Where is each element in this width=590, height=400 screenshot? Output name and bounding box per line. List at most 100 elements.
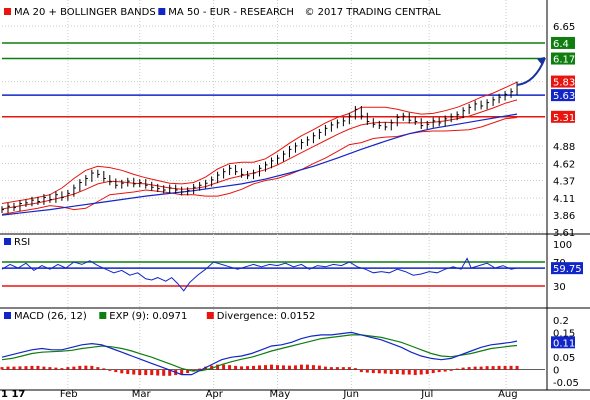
divergence-bar xyxy=(198,368,202,370)
divergence-bar xyxy=(455,368,459,370)
divergence-bar xyxy=(132,369,136,375)
divergence-bar xyxy=(329,367,333,370)
level-label: 5.31 xyxy=(553,113,575,124)
price-tick-label: 4.62 xyxy=(553,160,575,171)
macd-line xyxy=(1,331,518,376)
divergence-bar xyxy=(150,369,154,376)
divergence-bar xyxy=(168,369,172,376)
divergence-bar xyxy=(240,366,244,370)
legend-label: MA 50 - EUR - RESEARCH xyxy=(168,7,294,18)
legend-swatch xyxy=(4,312,11,319)
divergence-bar xyxy=(419,369,423,375)
ma50-line xyxy=(1,113,518,216)
divergence-bar xyxy=(108,369,112,371)
legend-swatch xyxy=(4,8,11,15)
price-tick-label: 3.86 xyxy=(553,211,575,222)
divergence-bar xyxy=(299,364,303,370)
level-label-bg xyxy=(551,36,575,49)
divergence-bar xyxy=(66,367,70,370)
divergence-bar xyxy=(48,367,52,370)
divergence-bar xyxy=(509,365,513,370)
divergence-bar xyxy=(437,369,441,373)
legend-label: MA 20 + BOLLINGER BANDS xyxy=(14,7,156,18)
divergence-bar xyxy=(72,366,76,370)
price-tick-label: 4.88 xyxy=(553,142,575,153)
divergence-bar xyxy=(365,369,369,373)
divergence-bar xyxy=(6,366,10,370)
forecast-arrow xyxy=(516,57,546,86)
divergence-bar xyxy=(323,366,327,370)
price-tick-label: 4.37 xyxy=(553,177,575,188)
divergence-bar xyxy=(467,367,471,370)
divergence-bar xyxy=(281,365,285,370)
divergence-bar xyxy=(389,369,393,375)
rsi-last-bg xyxy=(551,262,583,275)
x-tick-label: Apr xyxy=(206,389,224,400)
rsi-tick-label: 30 xyxy=(553,282,566,293)
macd-tick-label: 0.05 xyxy=(553,353,575,364)
x-tick-label: Feb xyxy=(60,389,78,400)
price-tick-label: 6.65 xyxy=(553,22,575,33)
divergence-bar xyxy=(287,365,291,370)
divergence-bar xyxy=(383,369,387,374)
divergence-bar xyxy=(78,365,82,370)
forecast-arrowhead xyxy=(536,56,545,65)
copyright-label: © 2017 TRADING CENTRAL xyxy=(305,7,442,18)
macd-legend-label: MACD (26, 12) xyxy=(14,311,87,322)
last-price-label: 5.83 xyxy=(553,78,575,89)
divergence-bar xyxy=(371,369,375,374)
divergence-bar xyxy=(54,367,58,370)
divergence-bar xyxy=(252,365,256,370)
divergence-bar xyxy=(120,369,124,374)
divergence-bar xyxy=(12,366,16,370)
price-tick-label: 4.11 xyxy=(553,194,575,205)
divergence-bar xyxy=(144,369,148,376)
divergence-bar xyxy=(96,367,100,370)
x-tick-label: Mar xyxy=(132,389,152,400)
legend-swatch xyxy=(4,238,11,245)
bollinger-lower xyxy=(1,117,518,215)
divergence-bar xyxy=(156,369,160,376)
divergence-bar xyxy=(275,365,279,370)
level-label: 5.63 xyxy=(553,91,575,102)
divergence-bar xyxy=(180,369,184,375)
divergence-bar xyxy=(186,369,190,374)
divergence-bar xyxy=(90,365,94,370)
divergence-bar xyxy=(461,367,465,370)
macd-tick-label: -0.05 xyxy=(553,378,579,389)
divergence-bar xyxy=(264,365,268,370)
divergence-bar xyxy=(347,367,351,370)
x-tick-label: Aug xyxy=(498,389,518,400)
divergence-bar xyxy=(0,367,4,370)
divergence-bar xyxy=(479,366,483,370)
macd-tick-label: 0.2 xyxy=(553,316,569,327)
divergence-bar xyxy=(216,364,220,370)
macd-tick-label: 0 xyxy=(553,366,559,377)
rsi-line xyxy=(1,257,518,292)
divergence-bar xyxy=(491,366,495,370)
divergence-bar xyxy=(126,369,130,375)
divergence-bar xyxy=(425,369,429,375)
divergence-bar xyxy=(431,369,435,374)
divergence-bar xyxy=(335,367,339,370)
divergence-bar xyxy=(102,368,106,370)
x-tick-label: Jun xyxy=(342,389,359,400)
rsi-legend-label: RSI xyxy=(14,237,30,248)
divergence-bar xyxy=(234,365,238,370)
bollinger-upper xyxy=(1,81,518,204)
divergence-bar xyxy=(270,364,273,370)
level-label-bg xyxy=(551,110,575,123)
macd-legend-label: Divergence: 0.0152 xyxy=(217,311,316,322)
legend-swatch xyxy=(99,312,107,319)
x-tick-label: Jul xyxy=(420,389,433,400)
level-label-bg xyxy=(551,89,575,102)
divergence-bar xyxy=(258,365,262,370)
divergence-bar xyxy=(395,369,399,375)
divergence-bar xyxy=(449,369,453,371)
divergence-bar xyxy=(473,366,477,370)
divergence-bar xyxy=(311,365,315,370)
divergence-bar xyxy=(42,366,46,370)
macd-legend-label: EXP (9): 0.0971 xyxy=(109,311,187,322)
divergence-bar xyxy=(228,365,232,370)
